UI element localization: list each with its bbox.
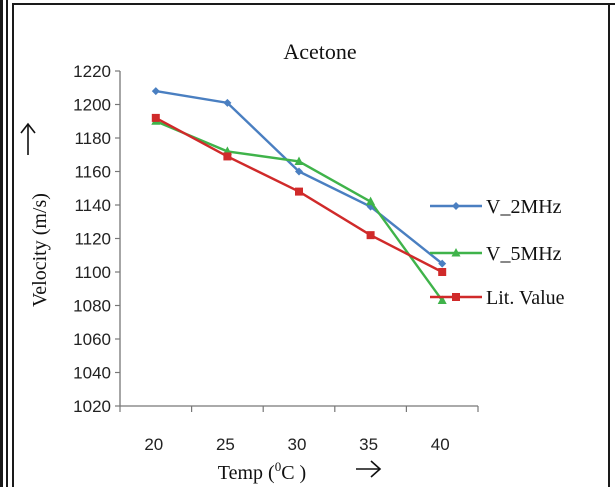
x-tick-label: 35	[359, 435, 378, 454]
legend-item: Lit. Value	[430, 287, 565, 309]
y-tick-label: 1040	[73, 364, 111, 383]
y-tick-label: 1160	[74, 163, 111, 182]
data-point	[151, 87, 160, 96]
data-point	[366, 231, 375, 240]
x-axis-label: Temp (0C )	[218, 459, 306, 484]
x-axis-ticks: 20 25 30 35 40	[119, 406, 479, 454]
legend-item: V_5MHz	[430, 243, 562, 265]
data-point	[437, 295, 447, 304]
y-tick-label: 1100	[74, 263, 111, 282]
series-line	[155, 89, 443, 265]
legend-swatch-marker	[452, 293, 460, 301]
y-tick-label: 1060	[73, 330, 111, 349]
y-axis-ticks: 1020 1040 1060 1080 1100 1120 1140 1160 1180 1200…	[73, 62, 120, 416]
y-tick-label: 1180	[74, 129, 111, 148]
chart-title: Acetone	[283, 39, 356, 64]
data-point	[438, 259, 447, 268]
y-tick-label: 1140	[74, 196, 111, 215]
data-point	[223, 98, 232, 107]
y-tick-label: 1120	[74, 230, 111, 249]
y-tick-label: 1080	[73, 297, 111, 316]
frame-border-right	[608, 3, 610, 487]
frame-border-inner-left	[12, 3, 14, 487]
legend-swatch-marker	[452, 202, 460, 210]
data-point	[151, 113, 160, 122]
series-v-2mhz	[151, 87, 447, 268]
legend-swatch-marker	[451, 248, 461, 257]
legend-item: V_2MHz	[430, 196, 562, 218]
x-axis-arrow-icon	[356, 460, 382, 478]
data-point	[295, 187, 303, 196]
y-tick-label: 1200	[73, 96, 111, 115]
x-tick-label: 30	[288, 435, 307, 454]
y-axis-label: Velocity (m/s)	[29, 193, 51, 307]
series-line	[155, 120, 444, 302]
legend: V_2MHz V_5MHz Lit. Value	[430, 196, 565, 309]
series-layer	[151, 87, 447, 304]
x-tick-label: 20	[144, 435, 163, 454]
x-tick-label: 40	[431, 435, 450, 454]
series-v-5mhz	[151, 116, 447, 304]
frame-border-top	[12, 3, 615, 5]
legend-label: V_2MHz	[486, 196, 562, 218]
data-point	[438, 268, 447, 276]
series-lit-value	[151, 113, 447, 276]
data-point	[294, 156, 304, 165]
data-point	[223, 152, 232, 161]
x-tick-label: 25	[216, 435, 235, 454]
frame-border-left-inner	[6, 0, 8, 487]
legend-label: Lit. Value	[486, 287, 565, 309]
data-point	[366, 196, 376, 206]
legend-label: V_5MHz	[486, 243, 562, 265]
data-point	[295, 167, 303, 176]
y-tick-label: 1020	[73, 397, 111, 416]
y-tick-label: 1220	[73, 62, 111, 81]
frame-border-left-outer	[0, 0, 3, 487]
y-axis-arrow-icon	[20, 122, 36, 155]
